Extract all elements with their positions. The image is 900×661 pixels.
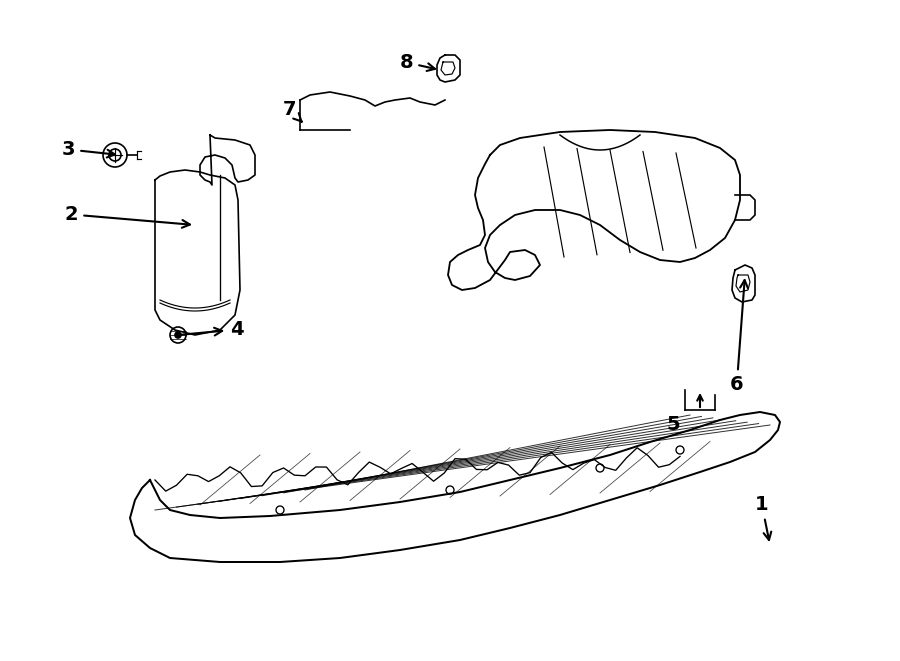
Text: 3: 3: [62, 140, 115, 159]
Text: 1: 1: [755, 495, 771, 540]
Text: 7: 7: [283, 100, 302, 122]
Text: 5: 5: [666, 415, 680, 434]
Text: 2: 2: [65, 205, 190, 228]
Circle shape: [175, 332, 181, 338]
Text: 4: 4: [181, 320, 244, 339]
Text: 8: 8: [400, 53, 435, 72]
Text: 6: 6: [730, 280, 748, 394]
